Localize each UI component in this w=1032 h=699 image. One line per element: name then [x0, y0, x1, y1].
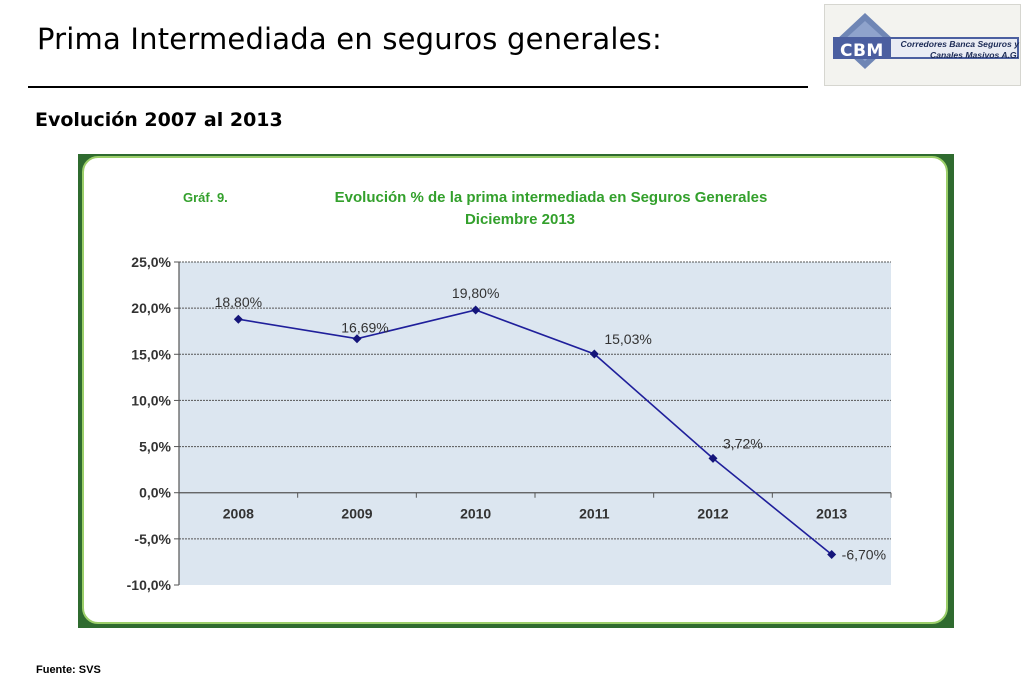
data-label: 19,80% — [452, 285, 499, 301]
series-line — [238, 309, 833, 556]
slide-title: Prima Intermediada en seguros generales: — [37, 22, 662, 56]
x-category-label: 2009 — [341, 506, 372, 522]
data-label: -6,70% — [842, 547, 886, 563]
y-tick-label: 20,0% — [131, 300, 171, 316]
logo-name-line-2: Canales Masivos A.G. — [930, 50, 1019, 60]
y-tick-label: 15,0% — [131, 346, 171, 362]
line-chart: Gráf. 9. Evolución % de la prima interme… — [127, 189, 892, 593]
y-tick-label: -10,0% — [127, 577, 172, 593]
title-divider — [28, 86, 808, 88]
logo-abbreviation: CBM — [840, 41, 884, 61]
chart-panel: Gráf. 9. Evolución % de la prima interme… — [82, 156, 948, 624]
y-tick-labels: 25,0% 20,0% 15,0% 10,0% 5,0% 0,0% -5,0% -10,0% — [127, 254, 172, 593]
source-note: Fuente: SVS — [36, 664, 101, 676]
axes — [174, 261, 892, 586]
logo-association-name: Corredores Banca Seguros y Canales Masiv… — [893, 39, 1019, 61]
y-tick-label: 25,0% — [131, 254, 171, 270]
plot-area — [179, 262, 891, 585]
data-point-marker — [827, 550, 837, 560]
chart-title: Evolución % de la prima intermediada en … — [335, 189, 768, 206]
y-tick-label: 10,0% — [131, 392, 171, 408]
y-tick-label: 0,0% — [139, 485, 171, 501]
chart-frame: Gráf. 9. Evolución % de la prima interme… — [78, 154, 954, 628]
data-point-marker — [233, 314, 243, 324]
y-tick-label: -5,0% — [134, 531, 171, 547]
x-category-label: 2013 — [816, 506, 847, 522]
data-point-marker — [471, 305, 481, 315]
data-point-marker — [589, 349, 599, 359]
chart-graph-label: Gráf. 9. — [183, 190, 228, 205]
x-category-label: 2012 — [697, 506, 728, 522]
x-category-label: 2011 — [579, 506, 610, 522]
data-label: 15,03% — [604, 331, 651, 347]
slide-subtitle: Evolución 2007 al 2013 — [35, 109, 283, 131]
chart-subtitle: Diciembre 2013 — [465, 211, 575, 228]
cbm-logo: CBM Corredores Banca Seguros y Canales M… — [824, 4, 1021, 86]
data-point-marker — [352, 334, 362, 344]
series-line-layer — [238, 309, 833, 556]
data-label: 3,72% — [723, 435, 763, 451]
data-point-marker — [708, 453, 718, 463]
x-category-label: 2008 — [223, 506, 254, 522]
logo-emblem — [833, 13, 1019, 69]
data-label: 16,69% — [341, 320, 388, 336]
x-category-labels: 2008 2009 2010 2011 2012 2013 — [223, 506, 848, 522]
gridlines — [179, 261, 891, 540]
data-label: 18,80% — [215, 294, 262, 310]
x-category-label: 2010 — [460, 506, 491, 522]
y-tick-label: 5,0% — [139, 439, 171, 455]
data-points — [233, 305, 837, 560]
data-labels: 18,80% 16,69% 19,80% 15,03% 3,72% -6,70% — [215, 285, 886, 563]
logo-name-line-1: Corredores Banca Seguros y — [900, 39, 1019, 49]
